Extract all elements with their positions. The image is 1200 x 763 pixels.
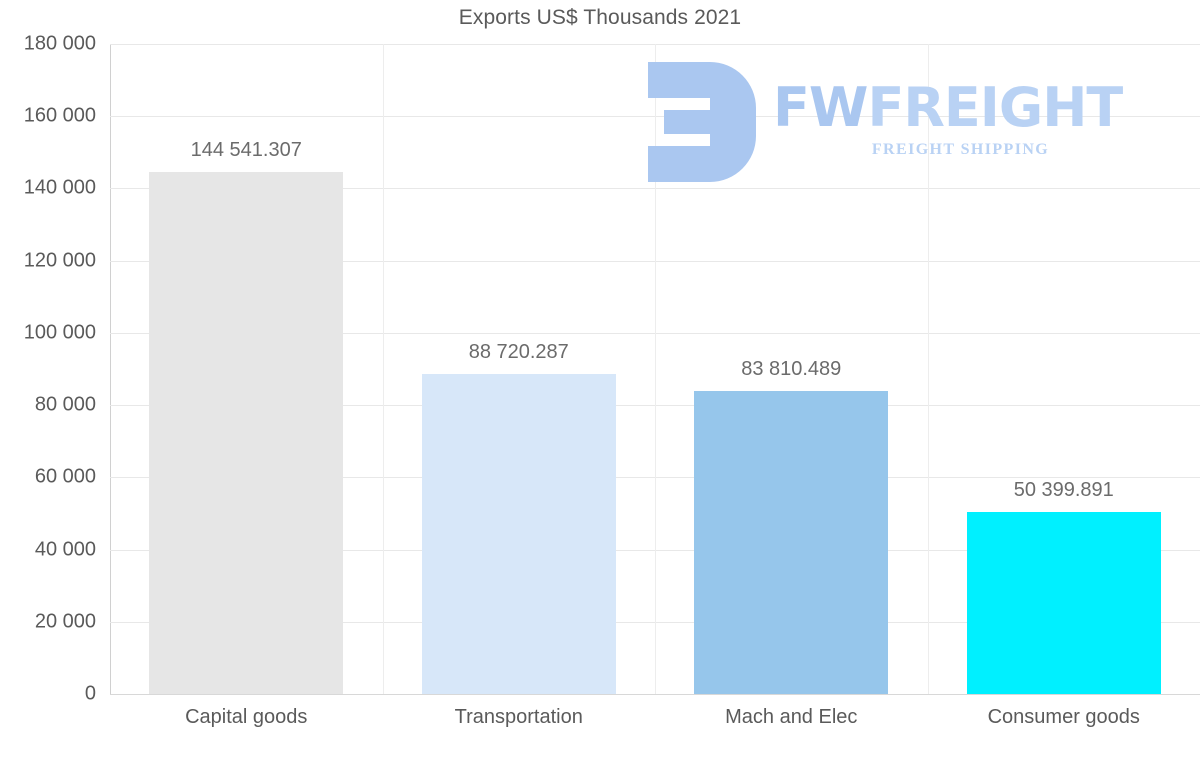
x-axis-tick-label: Mach and Elec: [725, 706, 858, 728]
bar-value-label: 88 720.287: [468, 340, 569, 363]
gridline: [110, 694, 1200, 695]
x-axis-tick-label: Transportation: [454, 706, 583, 728]
y-axis-tick-label: 80 000: [34, 393, 96, 416]
vertical-gridline: [655, 44, 656, 694]
bar-value-label: 144 541.307: [190, 139, 302, 162]
y-axis-tick-label: 0: [84, 682, 96, 705]
y-axis-tick-label: 40 000: [34, 538, 96, 561]
plot-area: [110, 44, 1200, 695]
bar-mach-and-elec[interactable]: [694, 391, 889, 694]
bar-consumer-goods[interactable]: [966, 512, 1161, 694]
bar-transportation[interactable]: [421, 373, 616, 694]
y-axis-tick-label: 100 000: [23, 321, 96, 344]
chart-title: Exports US$ Thousands 2021: [458, 6, 742, 29]
x-axis-tick-label: Consumer goods: [987, 706, 1140, 728]
y-axis-tick-label: 20 000: [34, 610, 96, 633]
y-axis-line: [110, 44, 111, 695]
vertical-gridline: [383, 44, 384, 694]
bar-value-label: 50 399.891: [1013, 479, 1114, 501]
vertical-gridline: [928, 44, 929, 694]
y-axis-tick-label: 180 000: [23, 32, 96, 55]
x-axis-tick-label: Capital goods: [185, 706, 308, 728]
bar-capital-goods[interactable]: [149, 172, 344, 694]
y-axis-tick-label: 160 000: [23, 104, 96, 127]
y-axis-tick-label: 140 000: [23, 176, 96, 199]
y-axis-tick-label: 60 000: [34, 465, 96, 488]
y-axis-tick-label: 120 000: [23, 249, 96, 272]
bar-value-label: 83 810.489: [741, 358, 842, 381]
